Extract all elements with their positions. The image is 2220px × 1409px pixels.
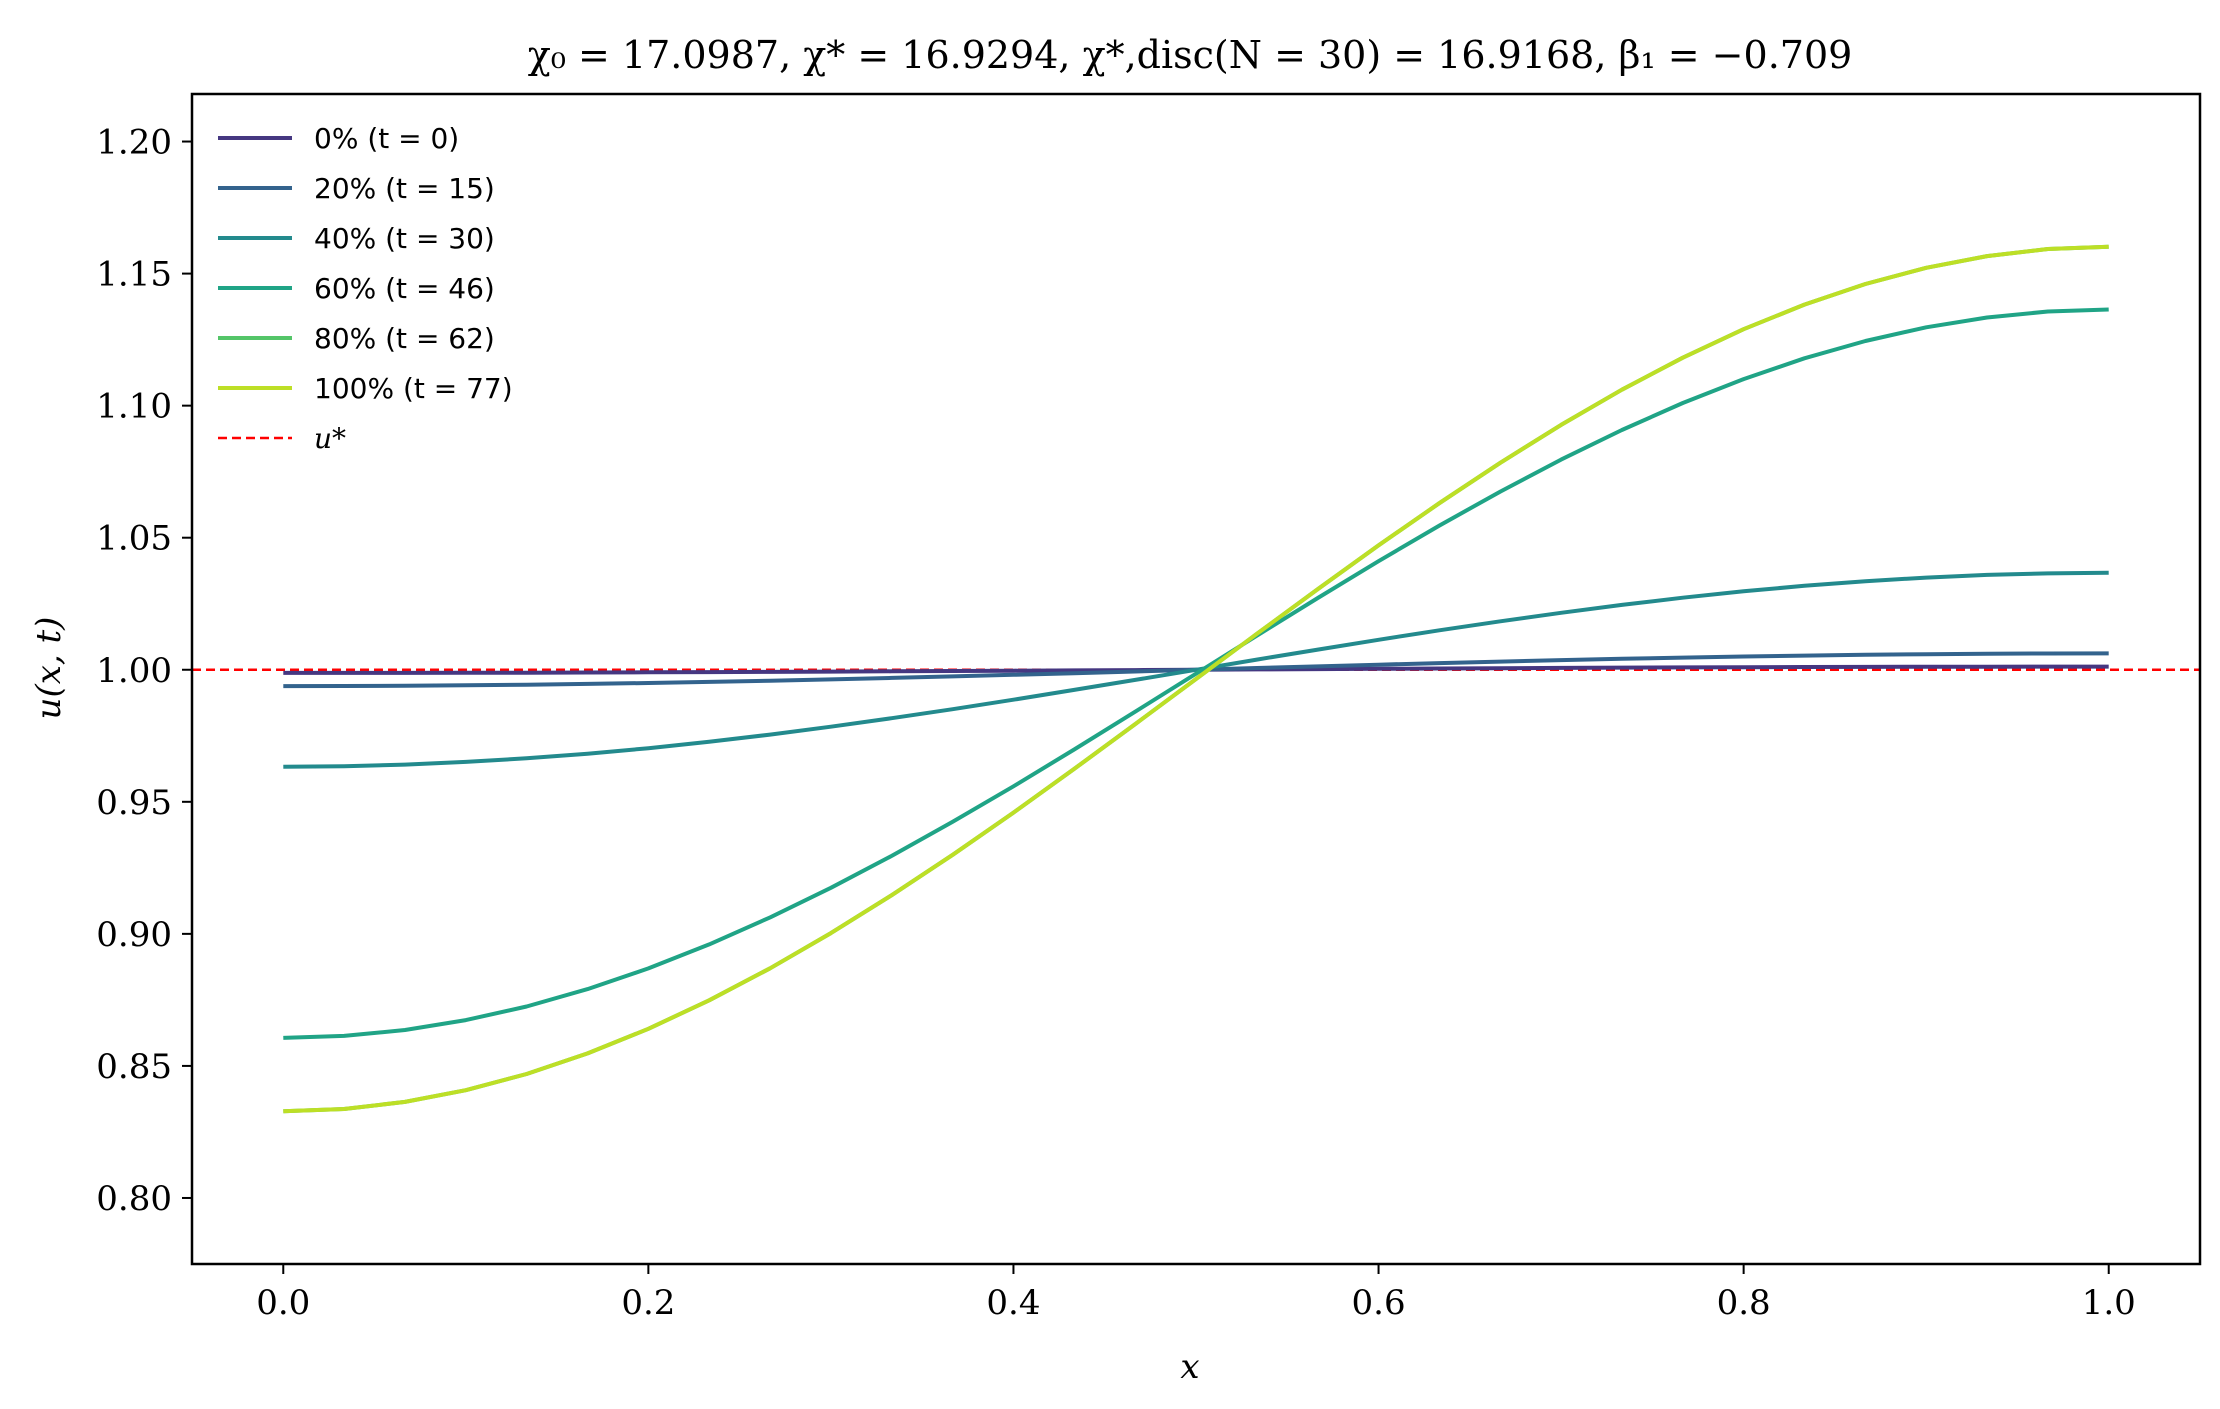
x-tick-label: 0.4 [986, 1283, 1040, 1323]
x-axis: 0.0 0.2 0.4 0.6 0.8 1.0 [256, 1264, 2136, 1323]
y-axis: 0.80 0.85 0.90 0.95 1.00 1.05 1.10 1.15 1.20 [96, 123, 192, 1219]
plot-frame [190, 92, 2202, 1266]
y-tick-label: 1.15 [96, 255, 172, 295]
legend-label: 20% (t = 15) [314, 172, 495, 205]
x-tick-label: 0.6 [1352, 1283, 1406, 1323]
x-tick-label: 1.0 [2082, 1283, 2136, 1323]
chart-title: χ₀ = 17.0987, χ* = 16.9294, χ*,disc(N = … [528, 33, 1853, 77]
y-tick-label: 0.85 [96, 1047, 172, 1087]
legend-label: 100% (t = 77) [314, 372, 513, 405]
x-tick-label: 0.8 [1717, 1283, 1771, 1323]
legend-label: 80% (t = 62) [314, 322, 495, 355]
y-tick-label: 0.90 [96, 915, 172, 955]
y-axis-label: u(x, t) [29, 617, 69, 720]
legend-label: u* [314, 422, 346, 455]
series-line-5 [283, 244, 2109, 1114]
plot-area [192, 244, 2200, 1114]
legend-label: 0% (t = 0) [314, 122, 459, 155]
series-line-3 [283, 307, 2109, 1040]
series-line-2 [283, 570, 2109, 769]
y-tick-label: 1.00 [96, 651, 172, 691]
x-tick-label: 0.2 [621, 1283, 675, 1323]
y-tick-label: 1.10 [96, 387, 172, 427]
y-tick-label: 0.80 [96, 1179, 172, 1219]
y-tick-label: 1.20 [96, 123, 172, 163]
legend-label: 40% (t = 30) [314, 222, 495, 255]
x-tick-label: 0.0 [256, 1283, 310, 1323]
x-axis-label: x [1180, 1347, 1199, 1387]
y-tick-label: 1.05 [96, 519, 172, 559]
legend: 0% (t = 0) 20% (t = 15) 40% (t = 30) 60% (t… [218, 122, 513, 455]
y-tick-label: 0.95 [96, 783, 172, 823]
legend-label: 60% (t = 46) [314, 272, 495, 305]
